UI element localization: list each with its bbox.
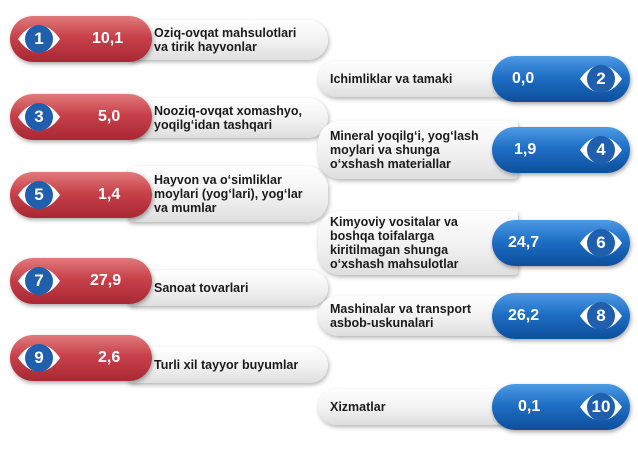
number-badge: 4 — [578, 130, 624, 170]
number-badge: 2 — [578, 59, 624, 99]
item-value: 1,9 — [514, 141, 537, 158]
item-number: 10 — [591, 397, 611, 416]
item-number: 6 — [596, 233, 606, 252]
item-label: Sanoat tovarlari — [128, 270, 328, 306]
value-pill: 24,7 6 — [492, 220, 630, 266]
item-label: Kimyoviy vositalar va boshqa toifalarga … — [318, 211, 518, 275]
number-badge: 1 — [16, 19, 62, 59]
item-value: 27,9 — [90, 272, 122, 289]
item-number: 5 — [34, 185, 44, 204]
item-value: 5,0 — [98, 108, 121, 125]
number-badge: 5 — [16, 175, 62, 215]
item-label: Hayvon va o‘simliklar moylari (yog‘lari)… — [128, 166, 328, 222]
item-label: Nooziq-ovqat xomashyo, yoqilg‘idan tashq… — [128, 98, 328, 138]
number-badge: 10 — [578, 387, 624, 427]
item-value: 26,2 — [508, 307, 540, 324]
value-pill: 0,0 2 — [492, 56, 630, 102]
value-pill: 3 5,0 — [10, 94, 152, 140]
number-badge: 8 — [578, 296, 624, 336]
item-number: 9 — [34, 348, 44, 367]
item-number: 4 — [596, 140, 606, 159]
value-pill: 1,9 4 — [492, 127, 630, 173]
number-badge: 7 — [16, 261, 62, 301]
item-label: Ichimliklar va tamaki — [318, 61, 518, 97]
item-label: Xizmatlar — [318, 389, 518, 425]
item-label: Mineral yoqilg‘i, yog‘lash moylari va sh… — [318, 121, 518, 179]
number-badge: 3 — [16, 97, 62, 137]
number-badge: 9 — [16, 338, 62, 378]
value-pill: 1 10,1 — [10, 16, 152, 62]
item-number: 8 — [596, 306, 606, 325]
value-pill: 26,2 8 — [492, 293, 630, 339]
item-number: 2 — [596, 69, 606, 88]
item-value: 0,0 — [512, 70, 535, 87]
value-pill: 5 1,4 — [10, 172, 152, 218]
item-value: 24,7 — [508, 234, 540, 251]
value-pill: 9 2,6 — [10, 335, 152, 381]
item-number: 7 — [34, 271, 44, 290]
item-label: Oziq-ovqat mahsulotlari va tirik hayvonl… — [128, 20, 328, 60]
item-value: 10,1 — [92, 30, 124, 47]
item-value: 1,4 — [98, 186, 121, 203]
item-value: 0,1 — [518, 398, 541, 415]
item-number: 3 — [34, 107, 44, 126]
item-label: Mashinalar va transport asbob-uskunalari — [318, 296, 518, 336]
number-badge: 6 — [578, 223, 624, 263]
item-number: 1 — [34, 29, 44, 48]
item-value: 2,6 — [98, 349, 121, 366]
item-label: Turli xil tayyor buyumlar — [128, 347, 328, 383]
value-pill: 7 27,9 — [10, 258, 152, 304]
value-pill: 0,1 10 — [492, 384, 630, 430]
